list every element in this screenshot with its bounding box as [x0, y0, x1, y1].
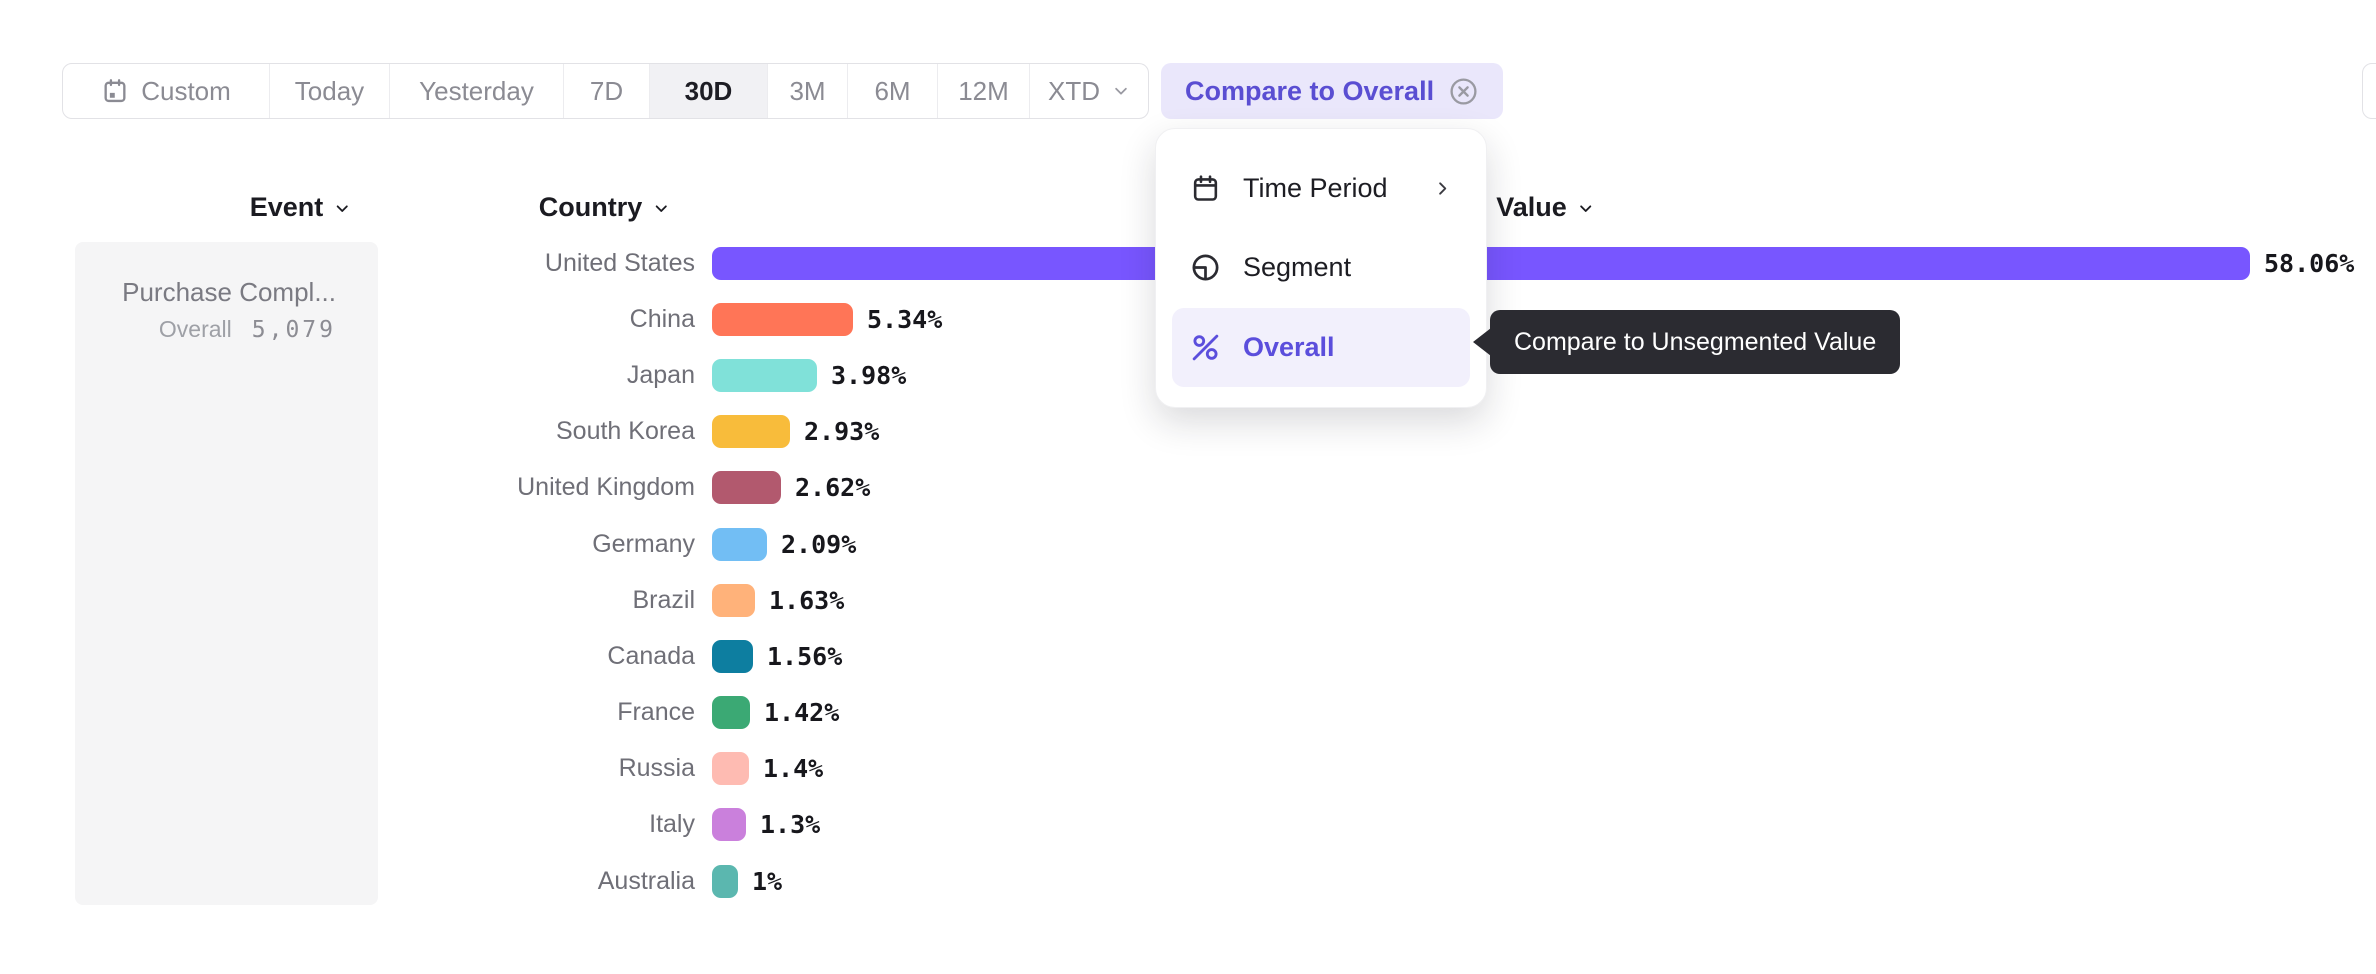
toolbar-button-label: 3M [789, 75, 826, 106]
date-range-toolbar: Custom Today Yesterday 7D 30D 3M 6M 12M XTD [62, 63, 1149, 119]
value-bar[interactable] [712, 583, 755, 617]
column-header-value[interactable]: Value [1496, 190, 1594, 224]
toolbar-button-label: Custom [141, 75, 231, 106]
event-title: Purchase Compl... [122, 277, 336, 307]
chevron-down-icon [1579, 205, 1591, 212]
toolbar-button-yesterday[interactable]: Yesterday [390, 64, 564, 118]
value-label: 2.62% [795, 473, 871, 503]
country-label: Germany [592, 529, 695, 558]
toolbar-button-30d[interactable]: 30D [650, 64, 768, 118]
toolbar-button-xtd[interactable]: XTD [1030, 64, 1148, 118]
value-header-label: Value [1496, 191, 1567, 222]
column-header-event[interactable]: Event [250, 190, 351, 224]
event-card-purchase-completed[interactable]: Purchase Compl... Overall 5,079 [75, 242, 378, 905]
value-bar[interactable] [712, 696, 750, 730]
value-bar[interactable] [712, 358, 817, 392]
country-label: Japan [626, 360, 695, 389]
x-circle-icon[interactable] [1448, 76, 1479, 107]
compare-to-overall-label: Compare to Overall [1185, 75, 1435, 106]
value-label: 58.06% [2264, 248, 2355, 278]
value-label: 3.98% [831, 360, 907, 390]
value-label: 5.34% [867, 304, 943, 334]
chart-row-canada: Canada 1.56% [0, 628, 2376, 684]
toolbar-button-label: 30D [684, 75, 733, 106]
toolbar-button-label: Today [294, 75, 365, 106]
value-bar[interactable] [712, 527, 767, 561]
value-bar[interactable] [712, 302, 853, 336]
chart-row-south-korea: South Korea 2.93% [0, 404, 2376, 460]
compare-dropdown-menu: Time Period Segment Overall [1155, 128, 1487, 408]
clipped-edge-button[interactable] [2362, 63, 2376, 119]
overall-label: Overall [158, 316, 232, 342]
event-overall-row: Overall 5,079 [95, 316, 336, 343]
country-label: Canada [607, 641, 695, 670]
country-label: South Korea [556, 417, 695, 446]
value-label: 2.93% [804, 417, 880, 447]
toolbar-button-today[interactable]: Today [270, 64, 390, 118]
chart-row-china: China 5.34% [0, 291, 2376, 347]
menu-item-label: Segment [1243, 252, 1352, 283]
country-label: Australia [597, 866, 695, 895]
value-bar[interactable] [712, 752, 749, 786]
value-label: 1.3% [760, 810, 821, 840]
chart-row-united-kingdom: United Kingdom 2.62% [0, 460, 2376, 516]
chevron-down-icon [655, 205, 667, 212]
value-label: 1.56% [767, 641, 843, 671]
country-header-label: Country [538, 191, 643, 222]
menu-item-overall[interactable]: Overall [1172, 307, 1470, 387]
value-label: 1.63% [769, 585, 845, 615]
chart-row-italy: Italy 1.3% [0, 797, 2376, 853]
calendar-icon [1190, 173, 1221, 204]
chart-row-russia: Russia 1.4% [0, 741, 2376, 797]
menu-item-label: Time Period [1243, 173, 1388, 204]
toolbar-button-label: 12M [958, 75, 1009, 106]
country-label: United States [544, 248, 695, 277]
chevron-down-icon [1112, 82, 1130, 100]
chevron-down-icon [336, 205, 348, 212]
value-bar[interactable] [712, 639, 753, 673]
compare-to-overall-button[interactable]: Compare to Overall [1161, 63, 1504, 119]
country-label: Russia [618, 754, 695, 783]
country-label: United Kingdom [517, 473, 695, 502]
segment-icon [1190, 252, 1221, 283]
value-label: 2.09% [781, 529, 857, 559]
toolbar-button-label: XTD [1048, 75, 1100, 106]
toolbar-button-label: Yesterday [419, 75, 534, 106]
overall-tooltip: Compare to Unsegmented Value [1490, 310, 1901, 374]
chart-row-brazil: Brazil 1.63% [0, 572, 2376, 628]
menu-item-label: Overall [1243, 331, 1335, 362]
value-label: 1% [752, 866, 783, 896]
overall-value: 5,079 [251, 317, 336, 343]
value-bar[interactable] [712, 808, 746, 842]
toolbar-button-label: 6M [874, 75, 911, 106]
chart-row-germany: Germany 2.09% [0, 516, 2376, 572]
toolbar-button-7d[interactable]: 7D [564, 64, 650, 118]
chart-row-france: France 1.42% [0, 685, 2376, 741]
event-header-label: Event [249, 191, 324, 222]
menu-item-time-period[interactable]: Time Period [1172, 149, 1470, 228]
chevron-right-icon [1433, 179, 1452, 198]
value-bar[interactable] [712, 415, 790, 449]
chart-row-australia: Australia 1% [0, 853, 2376, 909]
toolbar-button-3m[interactable]: 3M [768, 64, 848, 118]
value-label: 1.4% [763, 754, 824, 784]
toolbar-button-label: 7D [589, 75, 624, 106]
value-bar[interactable] [712, 864, 738, 898]
percent-icon [1190, 332, 1221, 363]
toolbar-button-custom[interactable]: Custom [63, 64, 270, 118]
toolbar-button-6m[interactable]: 6M [848, 64, 938, 118]
chart-row-japan: Japan 3.98% [0, 347, 2376, 403]
country-label: Italy [649, 810, 695, 839]
toolbar-button-12m[interactable]: 12M [938, 64, 1030, 118]
custom-calendar-icon [101, 77, 129, 105]
column-header-country[interactable]: Country [539, 190, 670, 224]
value-label: 1.42% [764, 698, 840, 728]
country-label: China [629, 304, 695, 333]
menu-item-segment[interactable]: Segment [1172, 228, 1470, 307]
country-label: France [617, 698, 695, 727]
country-label: Brazil [632, 585, 695, 614]
value-bar[interactable] [712, 471, 781, 505]
tooltip-text: Compare to Unsegmented Value [1514, 327, 1877, 356]
